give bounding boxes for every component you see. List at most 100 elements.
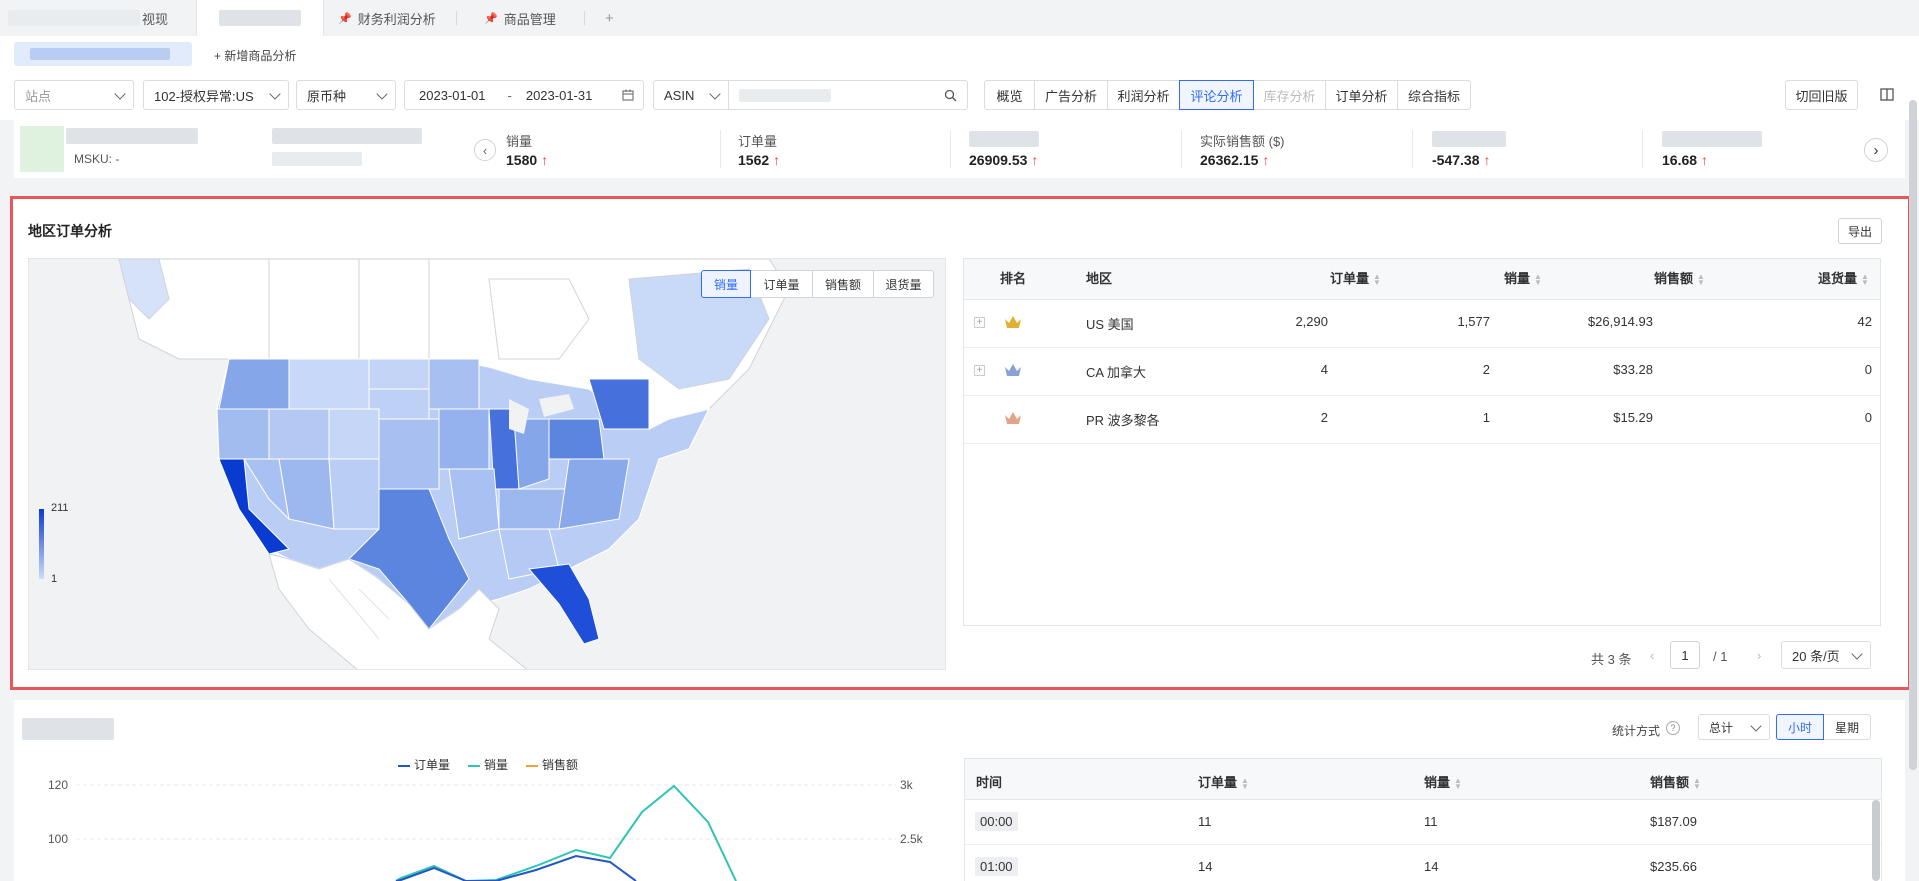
utah-wyoming[interactable] [268,408,330,460]
view-tab-orders[interactable]: 订单分析 [1325,80,1398,110]
legend-amount[interactable]: 销售额 [526,756,578,773]
table-row[interactable]: 00:00 11 11 $187.09 [965,800,1881,845]
export-button[interactable]: 导出 [1838,218,1882,244]
tab-overview[interactable]: 视现 [8,0,188,36]
mexico-region[interactable] [268,553,529,670]
colorado-state[interactable] [328,408,380,460]
sort-icon[interactable]: ▲ ▼ [1693,775,1701,791]
cell-orders: 11 [1198,814,1212,829]
page-scrollbar[interactable] [1909,100,1917,770]
sort-icon[interactable]: ▲ ▼ [1697,271,1705,287]
metric-number: -547.38 [1432,152,1480,168]
metric-divider [1642,130,1643,168]
tennessee-kentucky[interactable] [498,488,570,530]
iowa-missouri[interactable] [438,408,490,470]
blurred-chip-label [30,48,170,60]
th-returns[interactable]: 退货量 ▲ ▼ [1818,268,1869,287]
current-analysis-chip[interactable] [14,42,192,66]
help-icon[interactable]: ? [1666,721,1680,735]
map-tab-amount[interactable]: 销售额 [812,270,874,298]
bc-region[interactable] [118,259,170,320]
metrics-prev-button[interactable]: ‹ [474,139,496,161]
quebec-region[interactable] [628,268,770,390]
metrics-next-button[interactable]: › [1864,138,1888,162]
add-product-analysis-button[interactable]: + 新增商品分析 [214,49,297,63]
view-tab-composite[interactable]: 综合指标 [1397,80,1471,110]
page-number-input[interactable]: 1 [1670,641,1700,669]
region-map: 211 1 [28,258,946,670]
th-orders[interactable]: 订单量 ▲ ▼ [1330,268,1381,287]
table-row[interactable]: PR 波多黎各 2 1 $15.29 0 [964,395,1880,444]
currency-select[interactable]: 原币种 [296,80,396,110]
th-hour-orders[interactable]: 订单量 ▲ ▼ [1198,772,1249,791]
sort-icon[interactable]: ▲ ▼ [1534,271,1542,287]
north-dakota-state[interactable] [368,358,430,390]
tab-finance-profit[interactable]: 📌 财务利润分析 [338,0,436,36]
view-tab-overview[interactable]: 概览 [984,80,1035,110]
new-york-state[interactable] [588,378,650,430]
next-page-icon[interactable]: › [1757,648,1762,663]
map-tab-sales[interactable]: 销量 [701,270,751,298]
expand-row-icon[interactable]: + [974,317,985,328]
th-hour-amount[interactable]: 销售额 ▲ ▼ [1650,772,1701,791]
view-tab-ads[interactable]: 广告分析 [1034,80,1108,110]
pagination-total: 共 3 条 [1591,652,1632,667]
asin-search-input[interactable] [728,80,968,110]
stat-method-select[interactable]: 总计 [1698,714,1770,740]
shop-select[interactable]: 102-授权异常:US [143,80,289,110]
pennsylvania-state[interactable] [548,418,605,460]
th-sales[interactable]: 销量 ▲ ▼ [1504,268,1542,287]
toggle-week[interactable]: 星期 [1823,714,1871,740]
th-hour-sales[interactable]: 销量 ▲ ▼ [1424,772,1462,791]
kansas-nebraska[interactable] [378,418,440,490]
metric-number: 16.68 [1662,152,1698,168]
new-mexico-state[interactable] [328,458,380,530]
map-tab-returns[interactable]: 退货量 [873,270,934,298]
time-badge: 00:00 [975,812,1018,831]
layout-columns-icon[interactable] [1880,88,1894,101]
search-icon[interactable] [944,89,957,102]
virginia-carolina[interactable] [558,458,630,530]
tab-product-manage[interactable]: 📌 商品管理 [484,0,556,36]
th-amount[interactable]: 销售额 ▲ ▼ [1654,268,1705,287]
site-select[interactable]: 站点 [14,80,134,110]
cell-amount: $235.66 [1650,859,1697,874]
switch-old-version-button[interactable]: 切回旧版 [1785,80,1858,110]
toggle-hour[interactable]: 小时 [1776,714,1824,740]
sort-icon[interactable]: ▲ ▼ [1241,775,1249,791]
metric-value: 1562 ↑ [738,152,780,168]
th-sales-label: 销量 [1504,271,1531,286]
sort-icon[interactable]: ▲ ▼ [1373,271,1381,287]
indiana-ohio[interactable] [513,418,550,490]
legend-sales[interactable]: 销量 [468,756,508,773]
table-row[interactable]: 01:00 14 14 $235.66 [965,845,1881,881]
oregon-state[interactable] [216,408,270,460]
table-row[interactable]: + CA 加拿大 4 2 $33.28 0 [964,347,1880,396]
florida-state[interactable] [528,563,600,645]
legend-label: 销量 [484,758,509,772]
sort-icon[interactable]: ▲ ▼ [1861,271,1869,287]
view-tab-reviews[interactable]: 评论分析 [1179,80,1254,110]
washington-oregon[interactable] [218,358,290,410]
page-size-select[interactable]: 20 条/页 [1781,641,1871,669]
add-tab-button[interactable]: + [605,9,614,27]
date-range-picker[interactable]: 2023-01-01 - 2023-01-31 [404,80,644,110]
sort-icon[interactable]: ▲ ▼ [1454,775,1462,791]
table-row[interactable]: + US 美国 2,290 1,577 $26,914.93 42 [964,299,1880,348]
minnesota-state[interactable] [428,358,480,410]
th-time: 时间 [976,775,1003,790]
asin-type-select[interactable]: ASIN [653,80,729,110]
y-right-tick: 2.5k [900,832,923,846]
legend-orders[interactable]: 订单量 [398,756,450,773]
shop-value: 102-授权异常:US [154,88,254,104]
tab-divider [584,11,585,25]
stat-method-value: 总计 [1709,720,1734,735]
series-orders-line [395,854,637,881]
table-scrollbar[interactable] [1872,800,1880,881]
map-tab-orders[interactable]: 订单量 [750,270,813,298]
montana-state[interactable] [288,358,370,410]
view-tab-profit[interactable]: 利润分析 [1107,80,1180,110]
prev-page-icon[interactable]: ‹ [1650,648,1655,663]
expand-row-icon[interactable]: + [974,365,985,376]
tab-current[interactable] [196,0,324,36]
